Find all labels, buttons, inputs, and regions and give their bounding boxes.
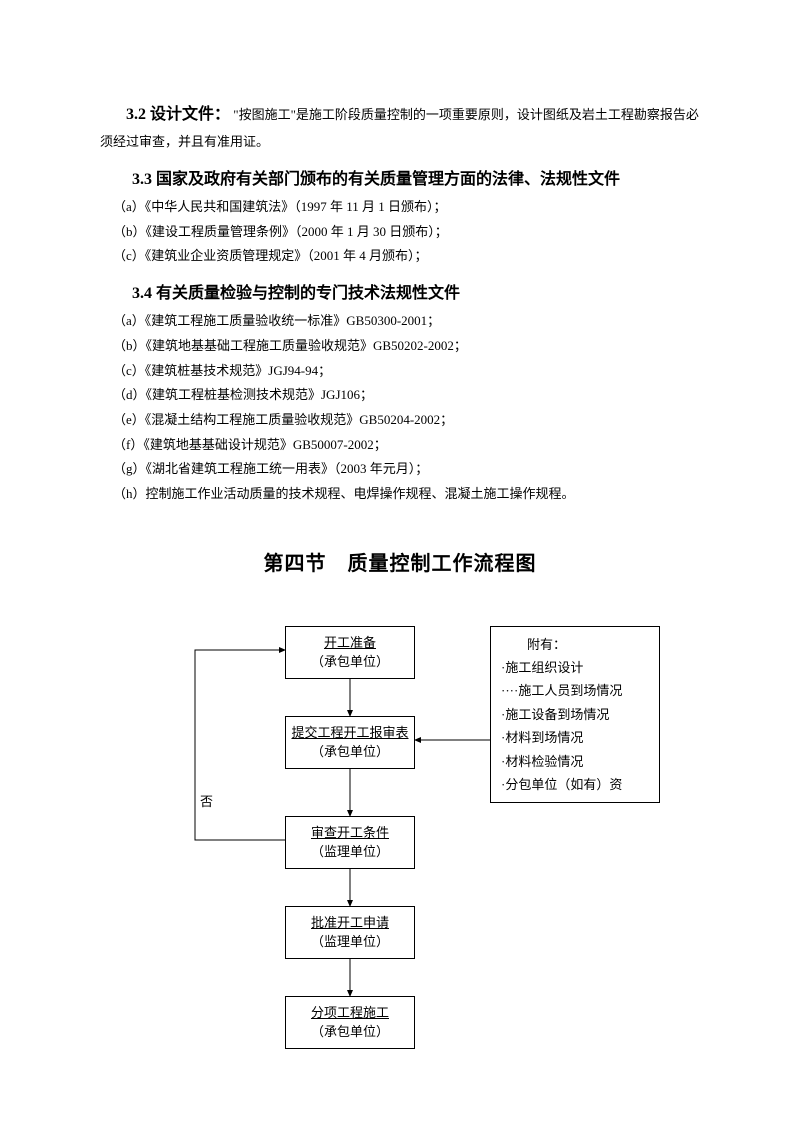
list-item: （g）《湖北省建筑工程施工统一用表》（2003 年元月）；: [113, 457, 700, 482]
list-item: （h）控制施工作业活动质量的技术规程、电焊操作规程、混凝土施工操作规程。: [113, 482, 700, 507]
flow-node-sub: （监理单位）: [290, 932, 410, 952]
flow-node-sub: （监理单位）: [290, 842, 410, 862]
list-item: （e）《混凝土结构工程施工质量验收规范》GB50204-2002；: [113, 408, 700, 433]
flow-node-prepare: 开工准备 （承包单位）: [285, 626, 415, 679]
list-item: （a）《中华人民共和国建筑法》（1997 年 11 月 1 日颁布）；: [113, 195, 700, 220]
list-item: （c）《建筑业企业资质管理规定》（2001 年 4 月颁布）；: [113, 244, 700, 269]
list-item: （b）《建设工程质量管理条例》（2000 年 1 月 30 日颁布）；: [113, 220, 700, 245]
flow-node-sub: （承包单位）: [290, 1022, 410, 1042]
flow-node-approve: 批准开工申请 （监理单位）: [285, 906, 415, 959]
side-box-item: ·材料检验情况: [501, 750, 649, 773]
list-item: （b）《建筑地基基础工程施工质量验收规范》GB50202-2002；: [113, 334, 700, 359]
flow-node-title: 分项工程施工: [290, 1003, 410, 1023]
section-3-2-para: 3.2 设计文件： "按图施工"是施工阶段质量控制的一项重要原则，设计图纸及岩土…: [100, 100, 700, 155]
section-3-4-heading: 3.4 有关质量检验与控制的专门技术法规性文件: [100, 279, 700, 303]
section-3-3-heading: 3.3 国家及政府有关部门颁布的有关质量管理方面的法律、法规性文件: [100, 165, 700, 189]
section-3-2: 3.2 设计文件： "按图施工"是施工阶段质量控制的一项重要原则，设计图纸及岩土…: [100, 100, 700, 155]
flow-node-sub: （承包单位）: [290, 652, 410, 672]
flow-node-title: 批准开工申请: [290, 913, 410, 933]
feedback-no-label: 否: [200, 791, 213, 810]
side-box-item: ·材料到场情况: [501, 726, 649, 749]
list-item: （d）《建筑工程桩基检测技术规范》JGJ106；: [113, 383, 700, 408]
side-box-title: 附有：: [501, 633, 649, 656]
list-item: （a）《建筑工程施工质量验收统一标准》GB50300-2001；: [113, 309, 700, 334]
quality-control-flowchart: 开工准备 （承包单位） 提交工程开工报审表 （承包单位） 审查开工条件 （监理单…: [100, 626, 700, 1056]
section-4-title: 第四节 质量控制工作流程图: [100, 547, 700, 576]
flow-node-construct: 分项工程施工 （承包单位）: [285, 996, 415, 1049]
flow-node-title: 审查开工条件: [290, 823, 410, 843]
flow-node-title: 提交工程开工报审表: [290, 723, 410, 743]
flow-side-box: 附有： ·施工组织设计 ····施工人员到场情况 ·施工设备到场情况 ·材料到场…: [490, 626, 660, 804]
side-box-item: ·分包单位（如有）资: [501, 773, 649, 796]
section-3-4-list: （a）《建筑工程施工质量验收统一标准》GB50300-2001； （b）《建筑地…: [113, 309, 700, 507]
flow-node-review: 审查开工条件 （监理单位）: [285, 816, 415, 869]
section-3-2-heading: 3.2 设计文件：: [126, 106, 230, 123]
side-box-item: ·施工设备到场情况: [501, 703, 649, 726]
flow-node-submit: 提交工程开工报审表 （承包单位）: [285, 716, 415, 769]
flow-node-sub: （承包单位）: [290, 742, 410, 762]
side-box-item: ·施工组织设计: [501, 656, 649, 679]
side-box-item: ····施工人员到场情况: [501, 679, 649, 702]
section-3-3-list: （a）《中华人民共和国建筑法》（1997 年 11 月 1 日颁布）； （b）《…: [113, 195, 700, 269]
flow-node-title: 开工准备: [290, 633, 410, 653]
list-item: （f）《建筑地基基础设计规范》GB50007-2002；: [113, 433, 700, 458]
list-item: （c）《建筑桩基技术规范》JGJ94-94；: [113, 359, 700, 384]
